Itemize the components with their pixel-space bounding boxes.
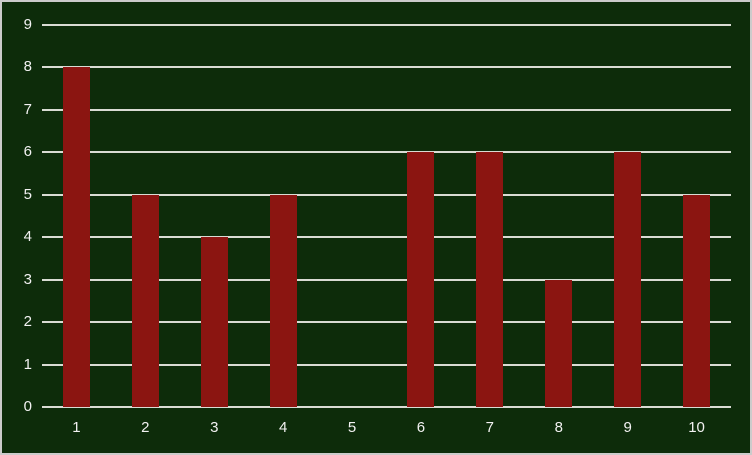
y-axis-tick-label: 9 [23, 16, 32, 33]
bar-category-9 [614, 152, 642, 407]
gridline [42, 66, 731, 69]
y-axis-tick-label: 1 [23, 355, 32, 373]
y-axis-tick-label: 6 [23, 143, 32, 161]
x-axis-tick-label: 4 [278, 419, 288, 436]
x-axis-tick-label: 2 [141, 419, 150, 436]
bar-category-6 [407, 152, 435, 407]
y-axis-tick-label: 7 [23, 100, 32, 118]
bar-category-1 [62, 67, 90, 407]
x-axis-tick-label: 6 [416, 419, 426, 436]
gridline [42, 193, 731, 196]
x-axis-tick-label: 10 [688, 419, 705, 436]
bar-category-2 [131, 194, 159, 407]
y-axis-tick-label: 4 [23, 228, 32, 246]
y-axis-tick-label: 5 [23, 185, 32, 203]
x-axis-tick-label: 8 [554, 419, 563, 436]
x-axis-tick-label: 7 [485, 419, 495, 436]
y-axis-tick-label: 0 [23, 398, 32, 415]
gridline [42, 321, 731, 324]
x-axis-tick-label: 1 [72, 419, 81, 436]
x-axis-tick-label: 5 [347, 419, 357, 436]
gridline [42, 151, 731, 154]
gridline [42, 24, 731, 26]
gridline [42, 236, 731, 239]
x-axis-line [42, 406, 731, 408]
x-axis-tick-label: 3 [210, 419, 219, 436]
y-axis-tick-label: 2 [23, 313, 32, 331]
bar-category-7 [476, 152, 504, 407]
y-axis-tick-label: 3 [23, 270, 32, 288]
bar-category-8 [545, 279, 573, 407]
gridline [42, 363, 731, 366]
gridline [42, 278, 731, 281]
x-axis-tick-label: 9 [623, 419, 632, 436]
y-axis-tick-label: 8 [23, 58, 32, 76]
gridline [42, 108, 731, 111]
bar-category-4 [269, 194, 297, 407]
bar-category-10 [683, 194, 711, 407]
bar-category-3 [200, 237, 228, 407]
